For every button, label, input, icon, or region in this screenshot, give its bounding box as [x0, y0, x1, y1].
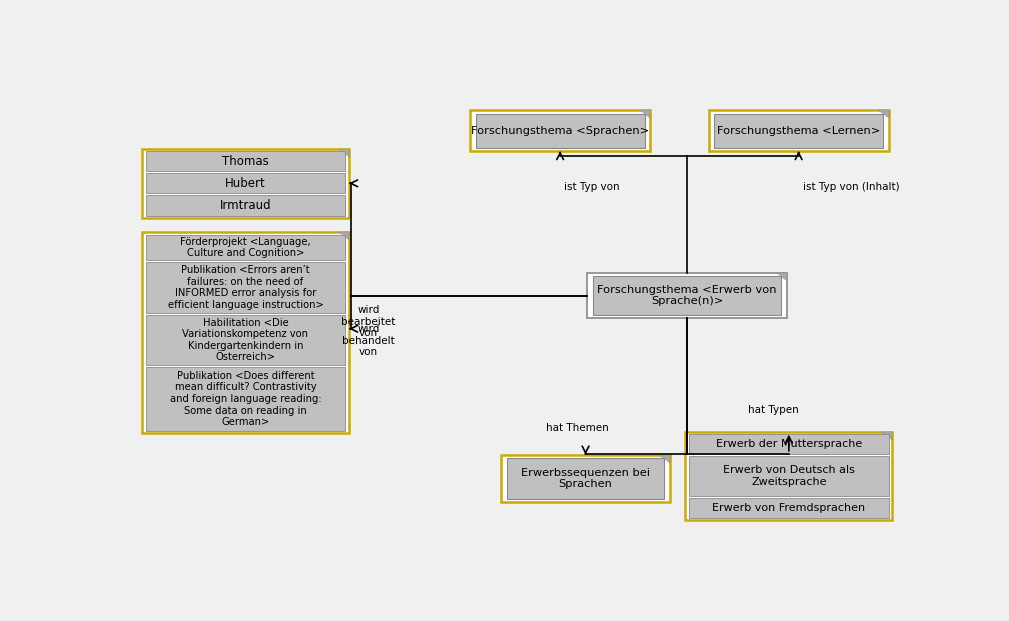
Bar: [141, 148, 349, 218]
Polygon shape: [640, 111, 650, 119]
Text: Publikation <Errors aren’t
failures: on the need of
INFORMED error analysis for
: Publikation <Errors aren’t failures: on …: [167, 265, 323, 310]
Bar: [145, 367, 345, 431]
Text: Erwerb von Fremdsprachen: Erwerb von Fremdsprachen: [712, 503, 866, 513]
Text: Erwerb von Deutsch als
Zweitsprache: Erwerb von Deutsch als Zweitsprache: [722, 465, 855, 487]
Bar: [145, 151, 345, 171]
Bar: [593, 276, 781, 315]
Text: ist Typ von (Inhalt): ist Typ von (Inhalt): [802, 182, 899, 192]
Text: Publikation <Does different
mean difficult? Contrastivity
and foreign language r: Publikation <Does different mean difficu…: [170, 371, 321, 427]
Text: Forschungsthema <Lernen>: Forschungsthema <Lernen>: [717, 125, 880, 136]
Polygon shape: [339, 148, 349, 156]
Text: Thomas: Thomas: [222, 155, 268, 168]
Text: Irmtraud: Irmtraud: [220, 199, 271, 212]
Text: Erwerb der Muttersprache: Erwerb der Muttersprache: [715, 439, 862, 449]
Text: Forschungsthema <Erwerb von
Sprache(n)>: Forschungsthema <Erwerb von Sprache(n)>: [597, 285, 777, 307]
Text: Habilitation <Die
Variationskompetenz von
Kindergartenkindern in
Österreich>: Habilitation <Die Variationskompetenz vo…: [183, 317, 309, 363]
Bar: [470, 111, 650, 151]
Bar: [141, 232, 349, 433]
Bar: [145, 315, 345, 365]
Polygon shape: [882, 432, 892, 440]
Bar: [145, 173, 345, 193]
Bar: [501, 455, 670, 502]
Text: Erwerbssequenzen bei
Sprachen: Erwerbssequenzen bei Sprachen: [521, 468, 650, 489]
Bar: [714, 114, 883, 148]
Text: Hubert: Hubert: [225, 177, 265, 190]
Bar: [708, 111, 889, 151]
Polygon shape: [660, 455, 670, 463]
Bar: [689, 456, 889, 496]
Text: hat Typen: hat Typen: [748, 405, 798, 415]
Text: Förderprojekt <Language,
Culture and Cognition>: Förderprojekt <Language, Culture and Cog…: [180, 237, 311, 258]
Text: hat Themen: hat Themen: [546, 424, 609, 433]
Text: wird
behandelt
von: wird behandelt von: [342, 324, 395, 357]
Bar: [689, 498, 889, 518]
Polygon shape: [777, 273, 787, 281]
Polygon shape: [339, 232, 349, 240]
Bar: [587, 273, 787, 319]
Bar: [475, 114, 645, 148]
Bar: [689, 434, 889, 454]
Bar: [145, 235, 345, 260]
Bar: [507, 458, 664, 499]
Bar: [145, 262, 345, 313]
Bar: [685, 432, 892, 520]
Polygon shape: [879, 111, 889, 119]
Text: ist Typ von: ist Typ von: [564, 182, 620, 192]
Bar: [145, 196, 345, 215]
Text: wird
bearbeitet
von: wird bearbeitet von: [341, 306, 396, 338]
Text: Forschungsthema <Sprachen>: Forschungsthema <Sprachen>: [471, 125, 649, 136]
